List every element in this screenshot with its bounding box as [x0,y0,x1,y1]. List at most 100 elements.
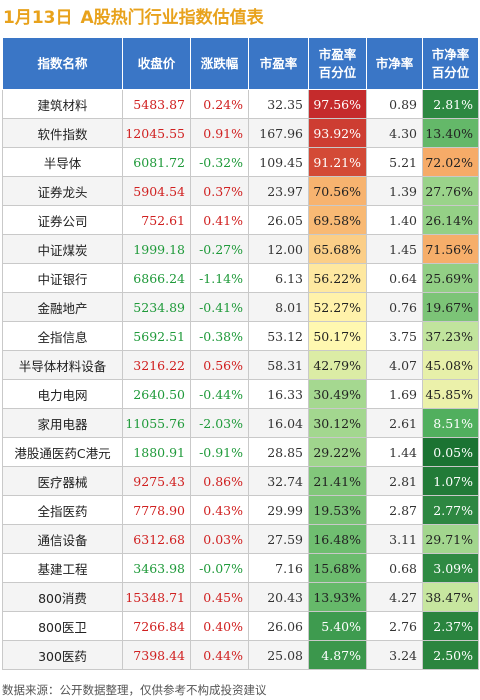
table-row[interactable]: 医疗器械 9275.43 0.86% 32.74 21.41% 2.81 1.07% [2,466,479,496]
pe-percentile-cell: 21.41% [308,466,367,496]
pb-percentile-cell: 38.47% [422,582,479,612]
title-date: 1月13日 [3,7,73,28]
index-name-cell: 通信设备 [2,524,123,554]
pb-percentile-cell: 29.71% [422,524,479,554]
pb-percentile-cell: 72.02% [422,147,479,177]
index-name-cell: 证券公司 [2,205,123,235]
pe-percentile-cell: 91.21% [308,147,367,177]
close-price-cell: 752.61 [122,205,191,235]
header-close[interactable]: 收盘价 [122,37,191,90]
index-name-cell: 中证银行 [2,263,123,293]
table-row[interactable]: 800医卫 7266.84 0.40% 26.06 5.40% 2.76 2.37% [2,611,479,641]
header-pe[interactable]: 市盈率 [248,37,309,90]
table-row[interactable]: 电力电网 2640.50 -0.44% 16.33 30.49% 1.69 45.85% [2,379,479,409]
header-pb[interactable]: 市净率 [366,37,423,90]
index-name-cell: 800消费 [2,582,123,612]
pb-percentile-cell: 2.81% [422,89,479,119]
pe-percentile-cell: 50.17% [308,321,367,351]
footer-source-note: 数据来源：公开数据整理，仅供参考不构成投资建议 [2,683,267,697]
table-row[interactable]: 全指医药 7778.90 0.43% 29.99 19.53% 2.87 2.77% [2,495,479,525]
pe-percentile-cell: 15.68% [308,553,367,583]
pe-cell: 16.33 [248,379,309,409]
table-row[interactable]: 金融地产 5234.89 -0.41% 8.01 52.27% 0.76 19.67% [2,292,479,322]
change-pct-cell: -0.41% [190,292,249,322]
table-row[interactable]: 半导体 6081.72 -0.32% 109.45 91.21% 5.21 72.02% [2,147,479,177]
change-pct-cell: 0.86% [190,466,249,496]
pb-percentile-cell: 2.50% [422,640,479,670]
header-index-name[interactable]: 指数名称 [2,37,123,90]
close-price-cell: 1880.91 [122,437,191,467]
pe-cell: 16.04 [248,408,309,438]
pe-cell: 8.01 [248,292,309,322]
index-name-cell: 金融地产 [2,292,123,322]
pb-percentile-cell: 25.69% [422,263,479,293]
pe-cell: 23.97 [248,176,309,206]
pe-percentile-cell: 52.27% [308,292,367,322]
close-price-cell: 7398.44 [122,640,191,670]
table-row[interactable]: 证券公司 752.61 0.41% 26.05 69.58% 1.40 26.14% [2,205,479,235]
table-row[interactable]: 通信设备 6312.68 0.03% 27.59 16.48% 3.11 29.71% [2,524,479,554]
index-name-cell: 全指医药 [2,495,123,525]
close-price-cell: 11055.76 [122,408,191,438]
table-row[interactable]: 800消费 15348.71 0.45% 20.43 13.93% 4.27 38.47% [2,582,479,612]
close-price-cell: 5904.54 [122,176,191,206]
pb-percentile-cell: 2.77% [422,495,479,525]
pe-cell: 26.05 [248,205,309,235]
index-name-cell: 家用电器 [2,408,123,438]
pe-percentile-cell: 4.87% [308,640,367,670]
change-pct-cell: 0.56% [190,350,249,380]
pe-percentile-cell: 93.92% [308,118,367,148]
change-pct-cell: 0.37% [190,176,249,206]
pb-cell: 3.75 [366,321,423,351]
table-row[interactable]: 证券龙头 5904.54 0.37% 23.97 70.56% 1.39 27.76% [2,176,479,206]
pe-cell: 29.99 [248,495,309,525]
header-pe-percentile[interactable]: 市盈率 百分位 [308,37,367,90]
table-row[interactable]: 全指信息 5692.51 -0.38% 53.12 50.17% 3.75 37.23% [2,321,479,351]
index-name-cell: 基建工程 [2,553,123,583]
close-price-cell: 7266.84 [122,611,191,641]
table-row[interactable]: 半导体材料设备 3216.22 0.56% 58.31 42.79% 4.07 45.08% [2,350,479,380]
pb-percentile-cell: 27.76% [422,176,479,206]
pb-percentile-cell: 45.08% [422,350,479,380]
pe-percentile-cell: 65.68% [308,234,367,264]
pb-cell: 0.76 [366,292,423,322]
table-row[interactable]: 300医药 7398.44 0.44% 25.08 4.87% 3.24 2.50% [2,640,479,670]
table-row[interactable]: 基建工程 3463.98 -0.07% 7.16 15.68% 0.68 3.09% [2,553,479,583]
table-row[interactable]: 软件指数 12045.55 0.91% 167.96 93.92% 4.30 13.40% [2,118,479,148]
table-row[interactable]: 家用电器 11055.76 -2.03% 16.04 30.12% 2.61 8.51% [2,408,479,438]
pb-percentile-cell: 13.40% [422,118,479,148]
pb-cell: 1.39 [366,176,423,206]
index-name-cell: 中证煤炭 [2,234,123,264]
pb-cell: 4.07 [366,350,423,380]
pe-cell: 6.13 [248,263,309,293]
index-name-cell: 800医卫 [2,611,123,641]
pe-cell: 58.31 [248,350,309,380]
pe-percentile-cell: 56.22% [308,263,367,293]
pe-cell: 32.35 [248,89,309,119]
close-price-cell: 5692.51 [122,321,191,351]
table-row[interactable]: 中证银行 6866.24 -1.14% 6.13 56.22% 0.64 25.69% [2,263,479,293]
close-price-cell: 1999.18 [122,234,191,264]
pb-percentile-cell: 45.85% [422,379,479,409]
close-price-cell: 5234.89 [122,292,191,322]
index-name-cell: 300医药 [2,640,123,670]
pb-cell: 3.24 [366,640,423,670]
close-price-cell: 3216.22 [122,350,191,380]
header-change[interactable]: 涨跌幅 [190,37,249,90]
close-price-cell: 5483.87 [122,89,191,119]
index-name-cell: 半导体材料设备 [2,350,123,380]
close-price-cell: 3463.98 [122,553,191,583]
close-price-cell: 6081.72 [122,147,191,177]
change-pct-cell: 0.24% [190,89,249,119]
table-row[interactable]: 建筑材料 5483.87 0.24% 32.35 97.56% 0.89 2.81% [2,89,479,119]
pb-cell: 5.21 [366,147,423,177]
pb-cell: 1.44 [366,437,423,467]
header-pb-percentile[interactable]: 市净率 百分位 [422,37,479,90]
close-price-cell: 7778.90 [122,495,191,525]
change-pct-cell: -0.07% [190,553,249,583]
table-row[interactable]: 中证煤炭 1999.18 -0.27% 12.00 65.68% 1.45 71.56% [2,234,479,264]
pe-percentile-cell: 13.93% [308,582,367,612]
title-text: A股热门行业指数估值表 [80,7,264,28]
index-name-cell: 建筑材料 [2,89,123,119]
table-row[interactable]: 港股通医药C港元 1880.91 -0.91% 28.85 29.22% 1.44 0.05… [2,437,479,467]
